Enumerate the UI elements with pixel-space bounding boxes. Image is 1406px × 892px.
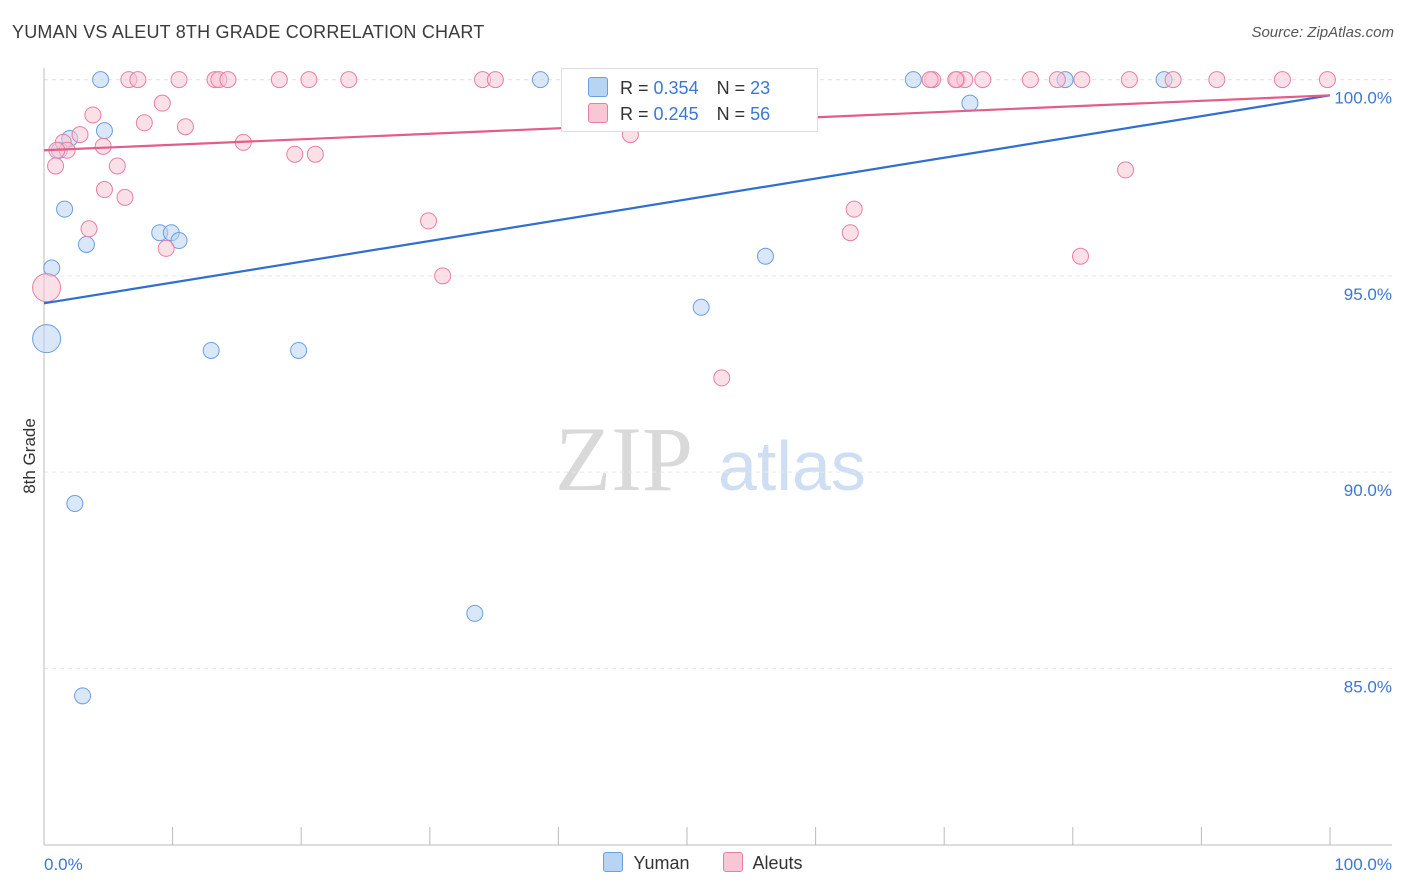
- aleuts-point: [32, 273, 62, 303]
- yuman-point: [466, 604, 484, 622]
- yuman-point: [170, 232, 188, 250]
- legend-n-label: N =: [716, 104, 746, 124]
- legend-r-value: 0.245: [653, 104, 699, 124]
- legend-r-value: 0.354: [653, 78, 699, 98]
- aleuts-point: [434, 267, 452, 285]
- aleuts-point: [340, 71, 358, 89]
- legend-n-value: 23: [750, 78, 771, 98]
- yuman-point: [77, 235, 95, 253]
- yuman-point: [961, 94, 979, 112]
- aleuts-point: [270, 71, 288, 89]
- legend-r-label: R =: [620, 78, 649, 98]
- aleuts-point: [157, 239, 175, 257]
- yuman-point: [92, 71, 110, 89]
- y-tick-label: 95.0%: [1344, 285, 1392, 304]
- aleuts-point: [84, 106, 102, 124]
- series-legend: Yuman Aleuts: [0, 852, 1406, 874]
- chart-title: YUMAN VS ALEUT 8TH GRADE CORRELATION CHA…: [12, 22, 485, 42]
- aleuts-point: [1318, 71, 1336, 89]
- aleuts-point: [108, 157, 126, 175]
- aleuts-point: [153, 94, 171, 112]
- legend-item-aleuts[interactable]: Aleuts: [722, 852, 803, 874]
- yuman-point: [95, 122, 113, 140]
- yuman-point: [290, 341, 308, 359]
- correlation-legend: R = 0.354 N = 23 R = 0.245 N = 56: [561, 68, 818, 132]
- aleuts-point: [170, 71, 188, 89]
- aleuts-point: [1120, 71, 1138, 89]
- aleuts-point: [116, 188, 134, 206]
- yuman-point: [32, 324, 62, 354]
- aleuts-point: [947, 71, 965, 89]
- y-tick-label: 85.0%: [1344, 677, 1392, 696]
- legend-label-yuman: Yuman: [633, 853, 690, 873]
- legend-swatch-yuman: [603, 852, 624, 872]
- aleuts-point: [1048, 71, 1066, 89]
- yuman-point: [692, 298, 710, 316]
- legend-swatch-aleuts: [588, 103, 608, 123]
- y-tick-label: 90.0%: [1344, 481, 1392, 500]
- yuman-point: [56, 200, 74, 218]
- aleuts-point: [135, 114, 153, 132]
- watermark-atlas: atlas: [718, 427, 866, 505]
- aleuts-point: [95, 181, 113, 199]
- aleuts-point: [845, 200, 863, 218]
- aleuts-point: [129, 71, 147, 89]
- aleuts-point: [1273, 71, 1291, 89]
- legend-r-label: R =: [620, 104, 649, 124]
- aleuts-point: [1021, 71, 1039, 89]
- legend-swatch-yuman: [588, 77, 608, 97]
- watermark: ZIP atlas: [555, 408, 866, 510]
- aleuts-point: [80, 220, 98, 238]
- legend-item-yuman[interactable]: Yuman: [603, 852, 690, 874]
- source-label: Source: ZipAtlas.com: [1251, 24, 1394, 41]
- legend-label-aleuts: Aleuts: [752, 853, 803, 873]
- y-tick-labels: 85.0% 90.0% 95.0% 100.0%: [1334, 89, 1392, 697]
- aleuts-point: [1164, 71, 1182, 89]
- yuman-point: [756, 247, 774, 265]
- legend-swatch-aleuts: [722, 852, 743, 872]
- aleuts-point: [921, 71, 939, 89]
- aleuts-point: [1117, 161, 1135, 179]
- yuman-point: [74, 687, 92, 705]
- aleuts-point: [1072, 247, 1090, 265]
- yuman-trend-line: [43, 94, 1331, 305]
- legend-n-value: 56: [750, 104, 771, 124]
- aleuts-point: [71, 126, 89, 144]
- aleuts-point: [219, 71, 237, 89]
- aleuts-point: [841, 224, 859, 242]
- x-tick-label-start: 0.0%: [44, 855, 83, 874]
- aleuts-point: [286, 145, 304, 163]
- y-tick-label: 100.0%: [1334, 89, 1392, 108]
- yuman-point: [904, 71, 922, 89]
- aleuts-point: [94, 137, 112, 155]
- yuman-point: [66, 495, 84, 513]
- aleuts-point: [974, 71, 992, 89]
- aleuts-point: [300, 71, 318, 89]
- aleuts-point: [176, 118, 194, 136]
- legend-row-aleuts: R = 0.245 N = 56: [588, 103, 770, 127]
- aleuts-point: [713, 369, 731, 387]
- x-tick-labels: 0.0% 100.0%: [44, 855, 1392, 874]
- axes: [43, 68, 1392, 846]
- y-axis-label: 8th Grade: [20, 418, 39, 494]
- data-points: [32, 71, 1336, 705]
- aleuts-point: [47, 157, 65, 175]
- yuman-point: [531, 71, 549, 89]
- legend-n-label: N =: [716, 78, 746, 98]
- aleuts-point: [1073, 71, 1091, 89]
- watermark-zip: ZIP: [555, 408, 693, 510]
- aleuts-point: [1208, 71, 1226, 89]
- aleuts-point: [306, 145, 324, 163]
- yuman-point: [202, 341, 220, 359]
- aleuts-point: [420, 212, 438, 230]
- aleuts-point: [486, 71, 504, 89]
- legend-row-yuman: R = 0.354 N = 23: [588, 77, 770, 101]
- x-tick-label-end: 100.0%: [1334, 855, 1392, 874]
